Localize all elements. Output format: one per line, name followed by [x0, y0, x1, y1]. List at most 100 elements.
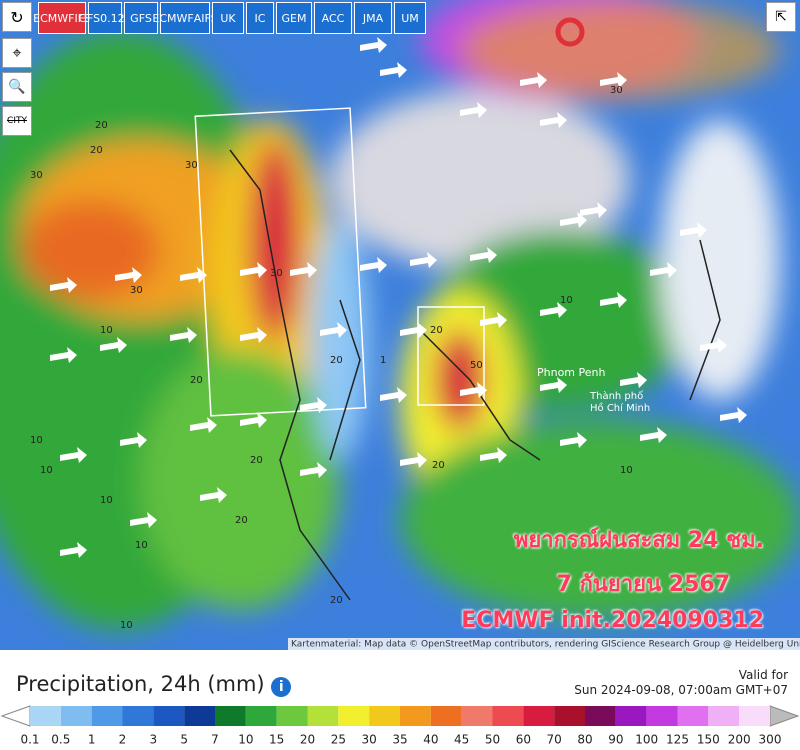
wind-arrow [520, 72, 547, 88]
contour-label: 10 [30, 435, 43, 446]
valid-value: Sun 2024-09-08, 07:00am GMT+07 [574, 683, 788, 697]
wind-arrow [115, 267, 142, 283]
wind-arrow [50, 347, 77, 363]
contour-label: 20 [235, 515, 248, 526]
scale-label: 15 [269, 733, 284, 747]
scale-label: 30 [362, 733, 377, 747]
contour-label: 30 [270, 268, 283, 279]
wind-arrow [50, 277, 77, 293]
tab-label: UK [220, 11, 236, 25]
model-tab[interactable]: GFS [124, 2, 158, 34]
wind-arrow [100, 337, 127, 353]
wind-arrow [120, 432, 147, 448]
wind-arrow [290, 262, 317, 278]
tab-label: GFS [130, 11, 152, 25]
contour-label: 20 [190, 375, 203, 386]
contour-label: 20 [430, 325, 443, 336]
scale-label: 150 [697, 733, 720, 747]
scale-label: 45 [454, 733, 469, 747]
model-tab[interactable]: JMA [354, 2, 392, 34]
scale-swatch [615, 706, 647, 726]
scale-swatch [369, 706, 400, 726]
wind-arrow [540, 112, 567, 128]
scale-label: 20 [300, 733, 315, 747]
scale-swatch [646, 706, 678, 726]
scale-end [769, 705, 800, 727]
scale-label: 60 [516, 733, 531, 747]
wind-arrow [680, 222, 707, 238]
scale-label: 125 [666, 733, 689, 747]
contour-label: 10 [560, 295, 573, 306]
wind-arrow [700, 337, 727, 353]
scale-label: 200 [728, 733, 751, 747]
location-button[interactable]: ⌖ [2, 38, 32, 68]
wind-arrow [600, 72, 627, 88]
contour-label: 10 [135, 540, 148, 551]
wind-arrow [540, 302, 567, 318]
valid-label: Valid for [738, 668, 788, 682]
scale-label: 0.1 [20, 733, 39, 747]
wind-arrow [380, 387, 407, 403]
refresh-button[interactable]: ↻ [2, 2, 32, 32]
contour-label: 1 [380, 355, 386, 366]
scale-swatch [430, 706, 462, 726]
tab-label: IFS [74, 11, 91, 25]
scale-swatch [461, 706, 493, 726]
scale-label: 90 [608, 733, 623, 747]
contour-label: 20 [432, 460, 445, 471]
wind-arrow [300, 397, 327, 413]
place-label: Phnom Penh [537, 366, 605, 379]
info-button[interactable]: i [271, 677, 292, 697]
place-label: Hồ Chí Minh [590, 402, 650, 414]
scale-label: 25 [331, 733, 346, 747]
model-tab[interactable]: UM [394, 2, 426, 34]
wind-arrow [470, 247, 497, 263]
contour-label: 30 [30, 170, 43, 181]
scale-swatch [91, 706, 123, 726]
wind-arrow [60, 447, 87, 463]
contour-label: 20 [250, 455, 263, 466]
overlay-date: 7 กันยายน 2567 [556, 572, 730, 597]
tab-label: ACC [321, 11, 345, 25]
share-button[interactable]: ⇱ [766, 2, 796, 32]
tab-label: JMA [362, 11, 384, 25]
legend-title-text: Precipitation, 24h (mm) [16, 672, 265, 696]
scale-swatch [307, 706, 339, 726]
model-tab[interactable]: IC [246, 2, 274, 34]
zoom-button[interactable]: 🔍 [2, 72, 32, 102]
wind-arrow [300, 462, 327, 478]
model-tab[interactable]: ECMWF AIFS [152, 2, 218, 34]
model-tab[interactable]: ECMWF IFS [33, 2, 91, 34]
contour-label: 20 [330, 595, 343, 606]
scale-swatch [677, 706, 709, 726]
wind-arrow [360, 257, 387, 273]
model-tab[interactable]: UK [212, 2, 244, 34]
scale-swatch [60, 706, 92, 726]
wind-arrow [720, 407, 747, 423]
wind-arrow [480, 447, 507, 463]
contour-label: 10 [120, 620, 133, 631]
scale-label: 0.5 [51, 733, 70, 747]
contour-label: 30 [610, 85, 623, 96]
tab-label: GEM [281, 11, 307, 25]
wind-arrow [540, 377, 567, 393]
scale-swatch [276, 706, 308, 726]
scale-swatch [492, 706, 524, 726]
model-tab[interactable]: ACC [314, 2, 352, 34]
wind-arrow [240, 262, 267, 278]
wind-arrow [240, 327, 267, 343]
city-button[interactable]: CITY [2, 106, 32, 136]
model-tab[interactable]: GFS 0.125 [78, 2, 132, 34]
scale-label: 100 [635, 733, 658, 747]
map: 3020301020102030201020102030201010202010… [0, 0, 800, 650]
model-tab[interactable]: GEM [276, 2, 312, 34]
scale-swatch [400, 706, 431, 726]
wind-arrow [170, 327, 197, 343]
scale-swatch [554, 706, 585, 726]
scale-label: 10 [238, 733, 253, 747]
scale-swatch [739, 706, 770, 726]
scale-swatch [708, 706, 740, 726]
contour-label: 30 [185, 160, 198, 171]
wind-arrow [130, 512, 157, 528]
